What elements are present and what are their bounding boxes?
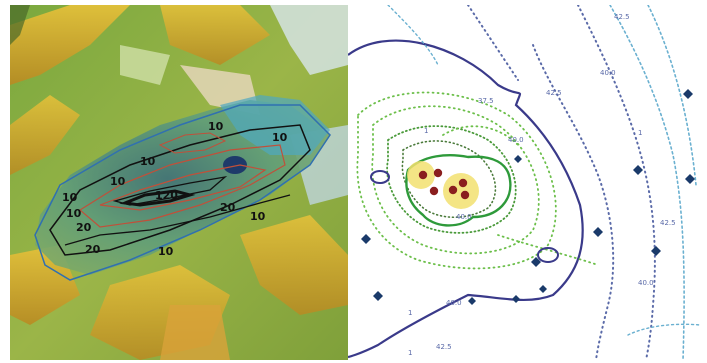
- contour-value-label: 1: [638, 129, 642, 137]
- receptor-marker: [593, 227, 603, 237]
- receptor-marker: [512, 295, 520, 303]
- terrain-map-panel: 10 20 10 20 10 120 10 20 10 10 10 10: [10, 5, 348, 360]
- contour-label: 20: [85, 243, 101, 256]
- contour-value-label: 40.0: [600, 69, 616, 77]
- far-field-contours: [387, 5, 700, 360]
- receptor-marker: [539, 285, 547, 293]
- receptor-marker: [514, 155, 522, 163]
- outer-contour: [348, 39, 584, 359]
- contour-value-label: 1: [408, 349, 412, 357]
- receptor-marker: [373, 291, 383, 301]
- receptor-marker: [683, 89, 693, 99]
- contour-value-label: 40.0: [638, 279, 654, 287]
- receptor-marker: [633, 165, 643, 175]
- receptor-marker: [651, 246, 661, 256]
- receptor-marker: [468, 297, 476, 305]
- contour-label: 10: [208, 120, 224, 133]
- contour-label: 10: [140, 155, 156, 168]
- plume-contours: [34, 104, 331, 281]
- plume-upwind-lobe: [220, 95, 330, 155]
- source-marker: [458, 178, 468, 188]
- contour-value-label: 42.5: [546, 89, 562, 97]
- contour-label: 10: [110, 175, 126, 188]
- source-marker: [418, 170, 428, 180]
- contour-label: 10: [250, 210, 266, 223]
- contour-map-panel: 42.5 40.0 42.5 40.0 42.5 40.0 40.0 37.5 …: [348, 5, 700, 360]
- contour-label: 20: [76, 221, 92, 234]
- contour-island: [370, 170, 390, 184]
- contour-value-label: 40.0: [446, 299, 462, 307]
- source-marker: [448, 185, 458, 195]
- receptor-marker: [531, 257, 541, 267]
- contour-label: 10: [158, 245, 174, 258]
- near-field-contours: [356, 91, 599, 270]
- contour-value-label: 1: [408, 309, 412, 317]
- receptors: [361, 89, 695, 305]
- source-marker: [429, 186, 439, 196]
- contour-value-label: 1: [424, 127, 428, 135]
- receptor-marker: [685, 174, 695, 184]
- contour-value-label: 42.5: [436, 343, 452, 351]
- receptor-marker: [361, 234, 371, 244]
- emission-sources: [407, 161, 479, 209]
- contour-label: 10: [62, 191, 78, 204]
- contour-label: 10: [272, 131, 288, 144]
- source-marker: [460, 190, 470, 200]
- contour-value-label: 42.5: [660, 219, 676, 227]
- contour-island: [537, 247, 559, 263]
- contour-map: 42.5 40.0 42.5 40.0 42.5 40.0 40.0 37.5 …: [348, 5, 700, 360]
- terrain-ridges: [10, 5, 348, 360]
- terrain-map: 10 20 10 20 10 120 10 20 10 10 10 10: [10, 5, 348, 360]
- contour-value-label: 42.5: [614, 13, 630, 21]
- source-halo: [443, 173, 479, 209]
- plume-core: [223, 156, 247, 174]
- contour-value-label: 40.0: [456, 213, 472, 221]
- source-marker: [433, 168, 443, 178]
- contour-label: 10: [66, 207, 82, 220]
- contour-label: 120: [155, 189, 178, 202]
- contour-value-label: 40.0: [508, 136, 524, 144]
- inner-contour: [405, 154, 512, 227]
- contour-value-label: 37.5: [478, 97, 494, 105]
- contour-label: 20: [220, 201, 236, 214]
